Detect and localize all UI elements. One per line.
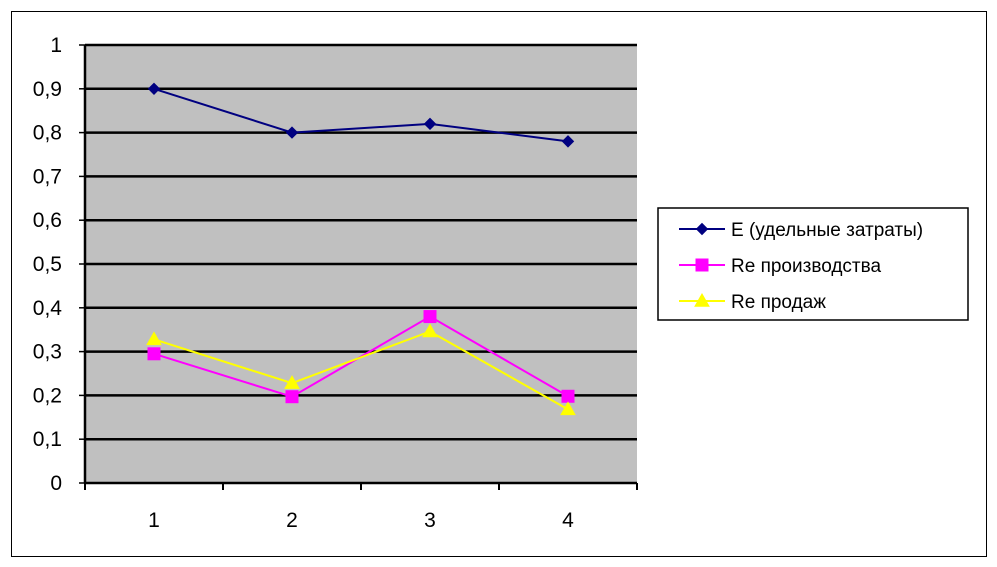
data-point bbox=[147, 82, 161, 96]
y-tick-label: 0,2 bbox=[33, 384, 62, 407]
axes bbox=[83, 45, 638, 490]
data-point bbox=[561, 135, 575, 148]
data-point bbox=[423, 310, 437, 324]
legend-label: Re производства bbox=[731, 256, 882, 277]
legend-label: Е (удельные затраты) bbox=[731, 220, 923, 241]
y-tick-label: 0 bbox=[50, 472, 62, 495]
y-tick-label: 0,8 bbox=[33, 122, 62, 145]
x-tick-label: 3 bbox=[424, 509, 436, 532]
data-point bbox=[423, 117, 437, 131]
y-tick-label: 0,5 bbox=[33, 253, 62, 276]
series-line bbox=[153, 330, 569, 411]
series-3 bbox=[146, 323, 576, 416]
legend-item: Е (удельные затраты) bbox=[679, 220, 923, 241]
series-line bbox=[153, 87, 569, 143]
x-tick-label: 4 bbox=[562, 509, 574, 532]
y-tick-label: 0,1 bbox=[33, 428, 62, 451]
data-point bbox=[285, 390, 299, 404]
x-tick-labels: 1 2 3 4 bbox=[148, 509, 574, 532]
y-tick-label: 0,3 bbox=[33, 341, 62, 364]
legend-item: Re продаж bbox=[679, 292, 826, 313]
data-point bbox=[560, 401, 576, 416]
legend-marker bbox=[694, 292, 710, 307]
y-tick-label: 0,6 bbox=[33, 209, 62, 232]
series bbox=[146, 82, 576, 416]
x-tick-label: 1 bbox=[148, 509, 160, 532]
data-point bbox=[285, 126, 299, 139]
y-tick-labels: 0 0,1 0,2 0,3 0,4 0,5 0,6 0,7 0,8 0,9 1 bbox=[33, 34, 63, 495]
data-point bbox=[146, 331, 162, 346]
y-tick-label: 0,4 bbox=[33, 297, 63, 320]
y-tick-label: 0,7 bbox=[33, 165, 62, 188]
legend-item: Re производства bbox=[679, 256, 882, 277]
data-point bbox=[284, 375, 300, 389]
y-tick-label: 0,9 bbox=[33, 78, 62, 101]
data-point bbox=[147, 347, 161, 361]
data-point bbox=[422, 323, 438, 338]
series-1 bbox=[147, 82, 575, 148]
legend-marker bbox=[695, 222, 709, 236]
legend-label: Re продаж bbox=[731, 292, 826, 313]
x-tick-label: 2 bbox=[286, 509, 298, 532]
y-tick-label: 1 bbox=[50, 34, 62, 57]
data-point bbox=[561, 389, 575, 403]
legend-marker bbox=[695, 258, 709, 272]
legend: Е (удельные затраты) Re производства Re пр… bbox=[657, 207, 969, 321]
